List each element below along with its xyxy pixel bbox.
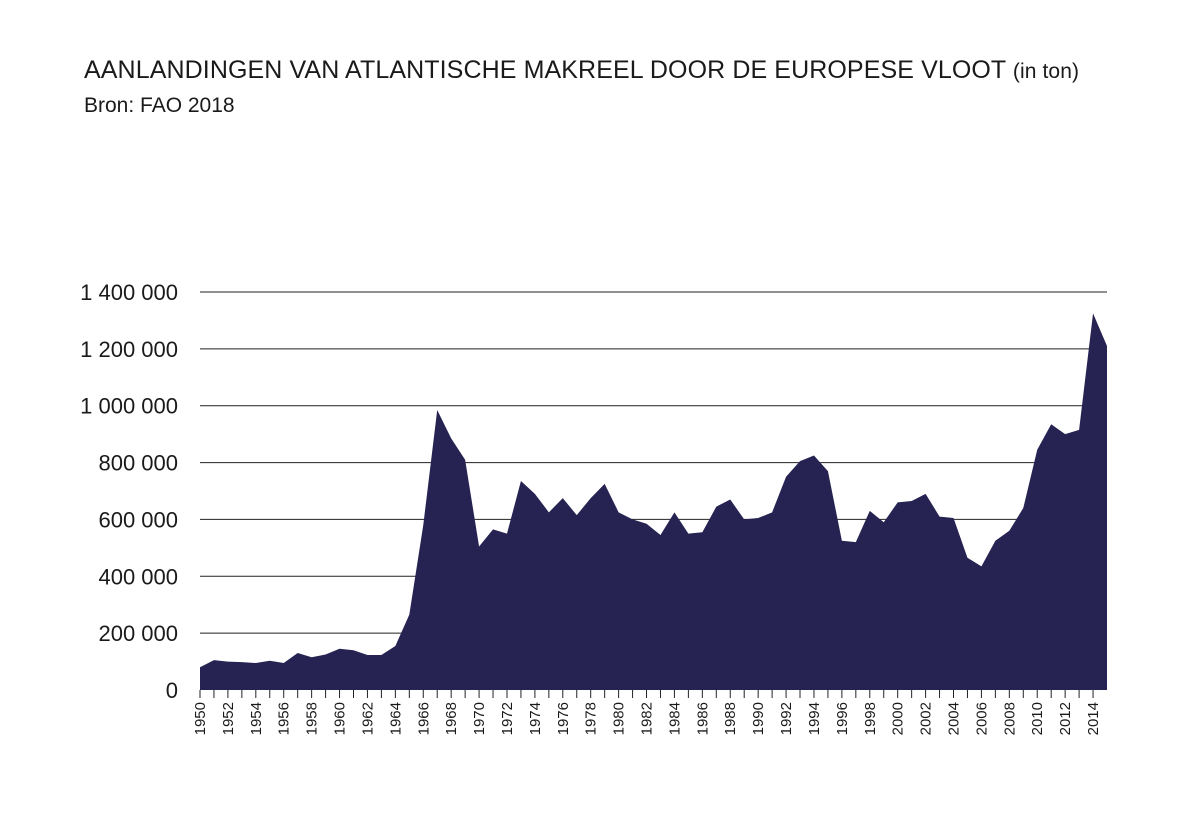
x-tick-label: 1966 [415, 702, 432, 735]
y-tick-label: 0 [166, 678, 178, 703]
x-tick-label: 2004 [946, 702, 963, 735]
x-tick-label: 1950 [192, 702, 209, 735]
x-tick-label: 1968 [443, 702, 460, 735]
x-tick-label: 2010 [1029, 702, 1046, 735]
x-tick-label: 2012 [1057, 702, 1074, 735]
y-tick-label: 800 000 [98, 451, 178, 476]
x-tick-label: 1954 [248, 702, 265, 735]
x-axis-labels: 1950 1952 1954 1956 1958 1960 1962 1964 1966 1968… [192, 702, 1102, 735]
x-tick-label: 2014 [1085, 702, 1102, 735]
y-tick-label: 1 200 000 [80, 337, 178, 362]
x-tick-label: 2000 [890, 702, 907, 735]
x-tick-label: 1964 [387, 702, 404, 735]
x-tick-label: 1996 [834, 702, 851, 735]
y-tick-label: 1 000 000 [80, 394, 178, 419]
x-tick-label: 2002 [918, 702, 935, 735]
x-tick-label: 1970 [471, 702, 488, 735]
x-tick-label: 1960 [332, 702, 349, 735]
x-tick-label: 1978 [583, 702, 600, 735]
y-tick-label: 400 000 [98, 564, 178, 589]
x-tick-label: 1988 [722, 702, 739, 735]
x-tick-label: 1990 [750, 702, 767, 735]
x-tick-label: 1962 [359, 702, 376, 735]
x-tick-label: 2008 [1001, 702, 1018, 735]
x-tick-label: 1974 [527, 702, 544, 735]
x-tick-label: 1992 [778, 702, 795, 735]
y-tick-label: 600 000 [98, 507, 178, 532]
x-tick-label: 1984 [666, 702, 683, 735]
x-tick-label: 1972 [499, 702, 516, 735]
x-tick-label: 1982 [639, 702, 656, 735]
y-axis-labels: 0 200 000 400 000 600 000 800 000 1 000 000 1 … [80, 280, 178, 703]
x-tick-label: 1952 [220, 702, 237, 735]
x-tick-label: 1956 [276, 702, 293, 735]
y-tick-label: 200 000 [98, 621, 178, 646]
x-tick-label: 1980 [611, 702, 628, 735]
x-axis-ticks [200, 690, 1093, 698]
y-tick-label: 1 400 000 [80, 280, 178, 305]
x-tick-label: 1986 [694, 702, 711, 735]
x-tick-label: 1994 [806, 702, 823, 735]
x-tick-label: 1976 [555, 702, 572, 735]
x-tick-label: 2006 [973, 702, 990, 735]
x-tick-label: 1958 [304, 702, 321, 735]
x-tick-label: 1998 [862, 702, 879, 735]
